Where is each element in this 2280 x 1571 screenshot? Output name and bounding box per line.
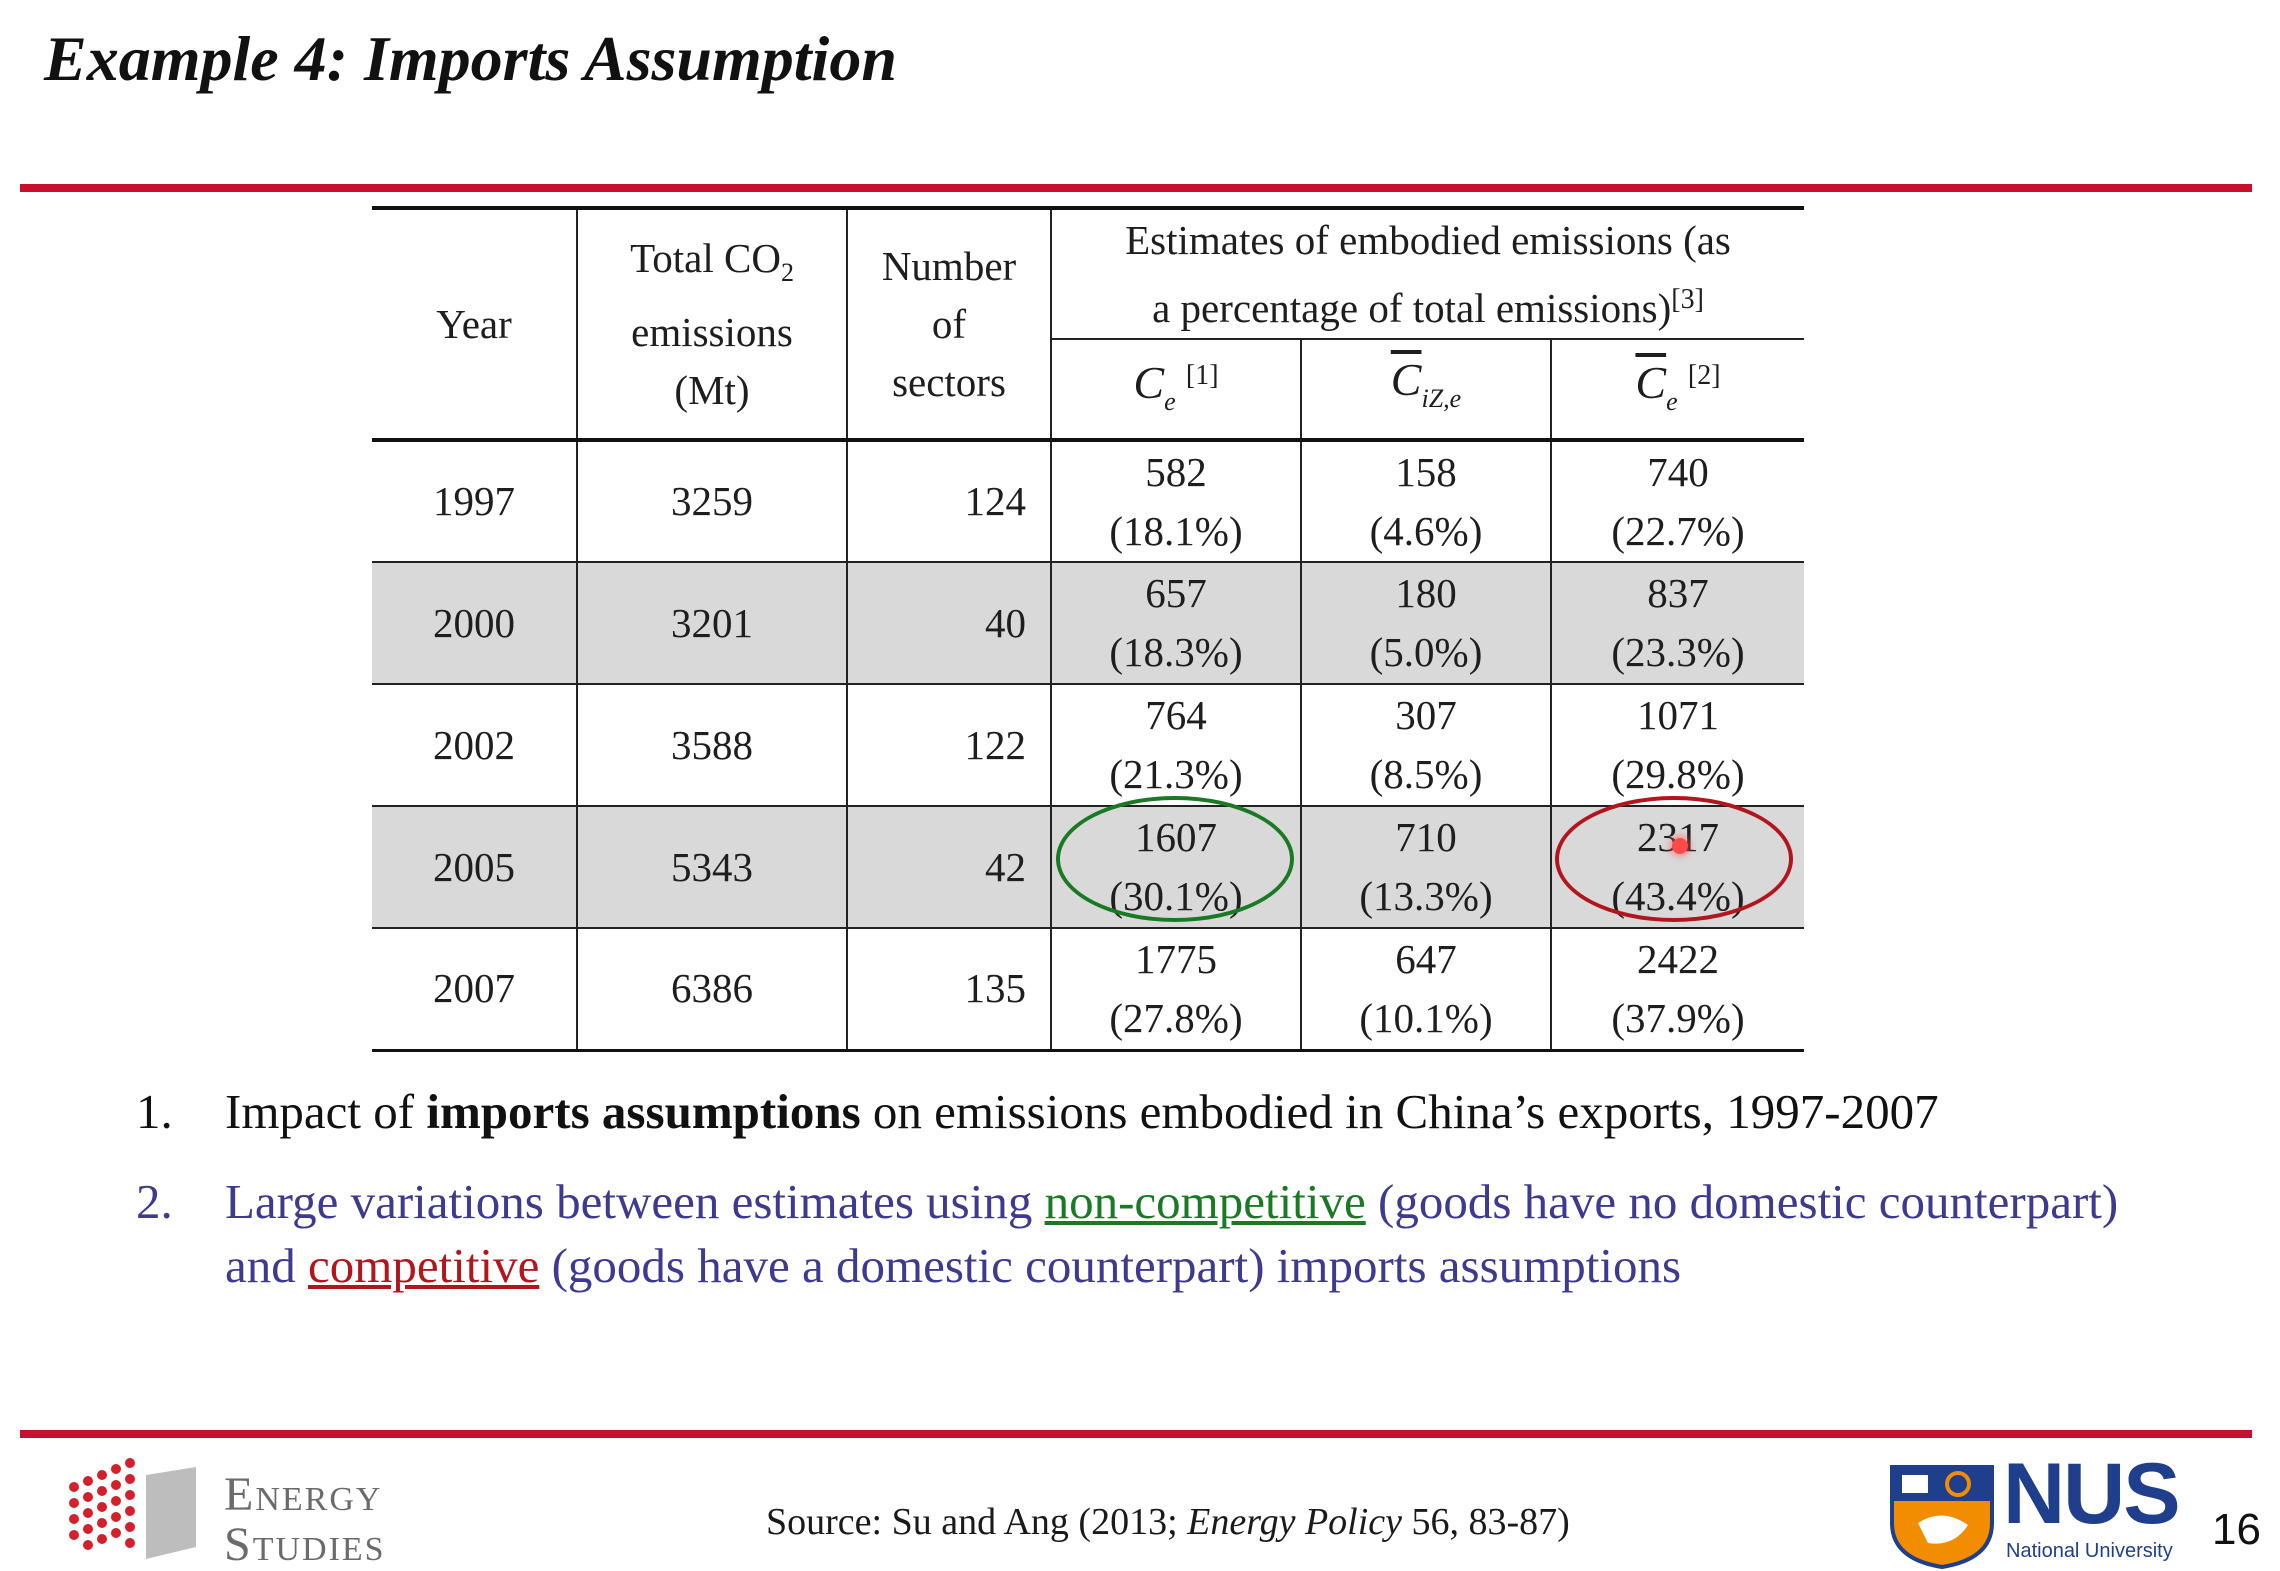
nus-wordmark: NUS xyxy=(2003,1446,2181,1542)
table-row: 1997 3259 124 582 (18.1%) 158 (4.6%) 740 (2… xyxy=(372,438,1804,563)
bottom-divider xyxy=(20,1430,2252,1438)
table-row: 2000 3201 40 657 (18.3%) 180 (5.0%) 837 (23… xyxy=(372,562,1804,685)
cell-sectors: 124 xyxy=(846,438,1052,563)
cell-year: 2005 xyxy=(372,806,578,929)
emissions-table: Year Total CO2 emissions (Mt) Number of … xyxy=(372,206,1804,1052)
key-points-list: 1. Impact of imports assumptions on emis… xyxy=(130,1080,2130,1324)
cell-ce: 582 (18.1%) xyxy=(1050,438,1302,563)
cell-total: 6386 xyxy=(576,928,848,1052)
energy-studies-wordmark: Energy Studies xyxy=(224,1468,386,1571)
cell-ciz: 710 (13.3%) xyxy=(1300,806,1552,929)
cell-sectors: 42 xyxy=(846,806,1052,929)
source-citation: Source: Su and Ang (2013; Energy Policy … xyxy=(766,1501,1570,1543)
cell-ce-bar: 837 (23.3%) xyxy=(1550,562,1804,685)
cell-ciz: 307 (8.5%) xyxy=(1300,684,1552,807)
top-divider xyxy=(20,184,2252,192)
cell-sectors: 122 xyxy=(846,684,1052,807)
laser-pointer xyxy=(1672,838,1688,854)
cell-ce-bar: 1071 (29.8%) xyxy=(1550,684,1804,807)
header-ciz-bar: CiZ,e xyxy=(1300,339,1552,442)
header-embodied-estimates: Estimates of embodied emissions (as a pe… xyxy=(1050,206,1804,340)
header-year: Year xyxy=(372,206,578,440)
header-subrow: Ce [1] CiZ,e Ce [2] xyxy=(372,339,1804,442)
header-row: Year Total CO2 emissions (Mt) Number of … xyxy=(372,206,1804,440)
cell-total: 3259 xyxy=(576,438,848,563)
cell-ce-bar: 740 (22.7%) xyxy=(1550,438,1804,563)
list-item: 1. Impact of imports assumptions on emis… xyxy=(136,1084,1939,1139)
cell-ce: 657 (18.3%) xyxy=(1050,562,1302,685)
cell-year: 1997 xyxy=(372,438,578,563)
header-total-emissions: Total CO2 emissions (Mt) xyxy=(576,206,848,440)
nus-subtitle: National University xyxy=(2006,1540,2173,1562)
cell-year: 2007 xyxy=(372,928,578,1052)
cell-ce: 1775 (27.8%) xyxy=(1050,928,1302,1052)
header-ce-bar: Ce [2] xyxy=(1550,339,1804,442)
nus-crest-icon xyxy=(1890,1465,1994,1569)
header-number-of-sectors: Number of sectors xyxy=(846,206,1052,440)
cell-total: 5343 xyxy=(576,806,848,929)
cell-total: 3201 xyxy=(576,562,848,685)
slide-title: Example 4: Imports Assumption xyxy=(44,23,897,94)
table-row: 2002 3588 122 764 (21.3%) 307 (8.5%) 1071(… xyxy=(372,684,1804,807)
header-ce: Ce [1] xyxy=(1051,339,1302,442)
cell-ce: 764 (21.3%) xyxy=(1050,684,1302,807)
cell-year: 2000 xyxy=(372,562,578,685)
page-number: 16 xyxy=(2212,1505,2261,1554)
cell-sectors: 135 xyxy=(846,928,1052,1052)
cell-ciz: 647 (10.1%) xyxy=(1300,928,1552,1052)
cell-total: 3588 xyxy=(576,684,848,807)
cell-year: 2002 xyxy=(372,684,578,807)
red-highlight-circle xyxy=(1555,796,1793,922)
cell-ce-bar: 2422 (37.9%) xyxy=(1550,928,1804,1052)
energy-studies-logo-icon xyxy=(69,1458,196,1559)
cell-ciz: 180 (5.0%) xyxy=(1300,562,1552,685)
list-item: 2. Large variations between estimates us… xyxy=(136,1174,2119,1293)
green-highlight-circle xyxy=(1056,796,1294,922)
cell-ciz: 158 (4.6%) xyxy=(1300,438,1552,563)
table-row: 2007 6386 135 1775 (27.8%) 647 (10.1%) 242… xyxy=(372,928,1804,1052)
cell-sectors: 40 xyxy=(846,562,1052,685)
